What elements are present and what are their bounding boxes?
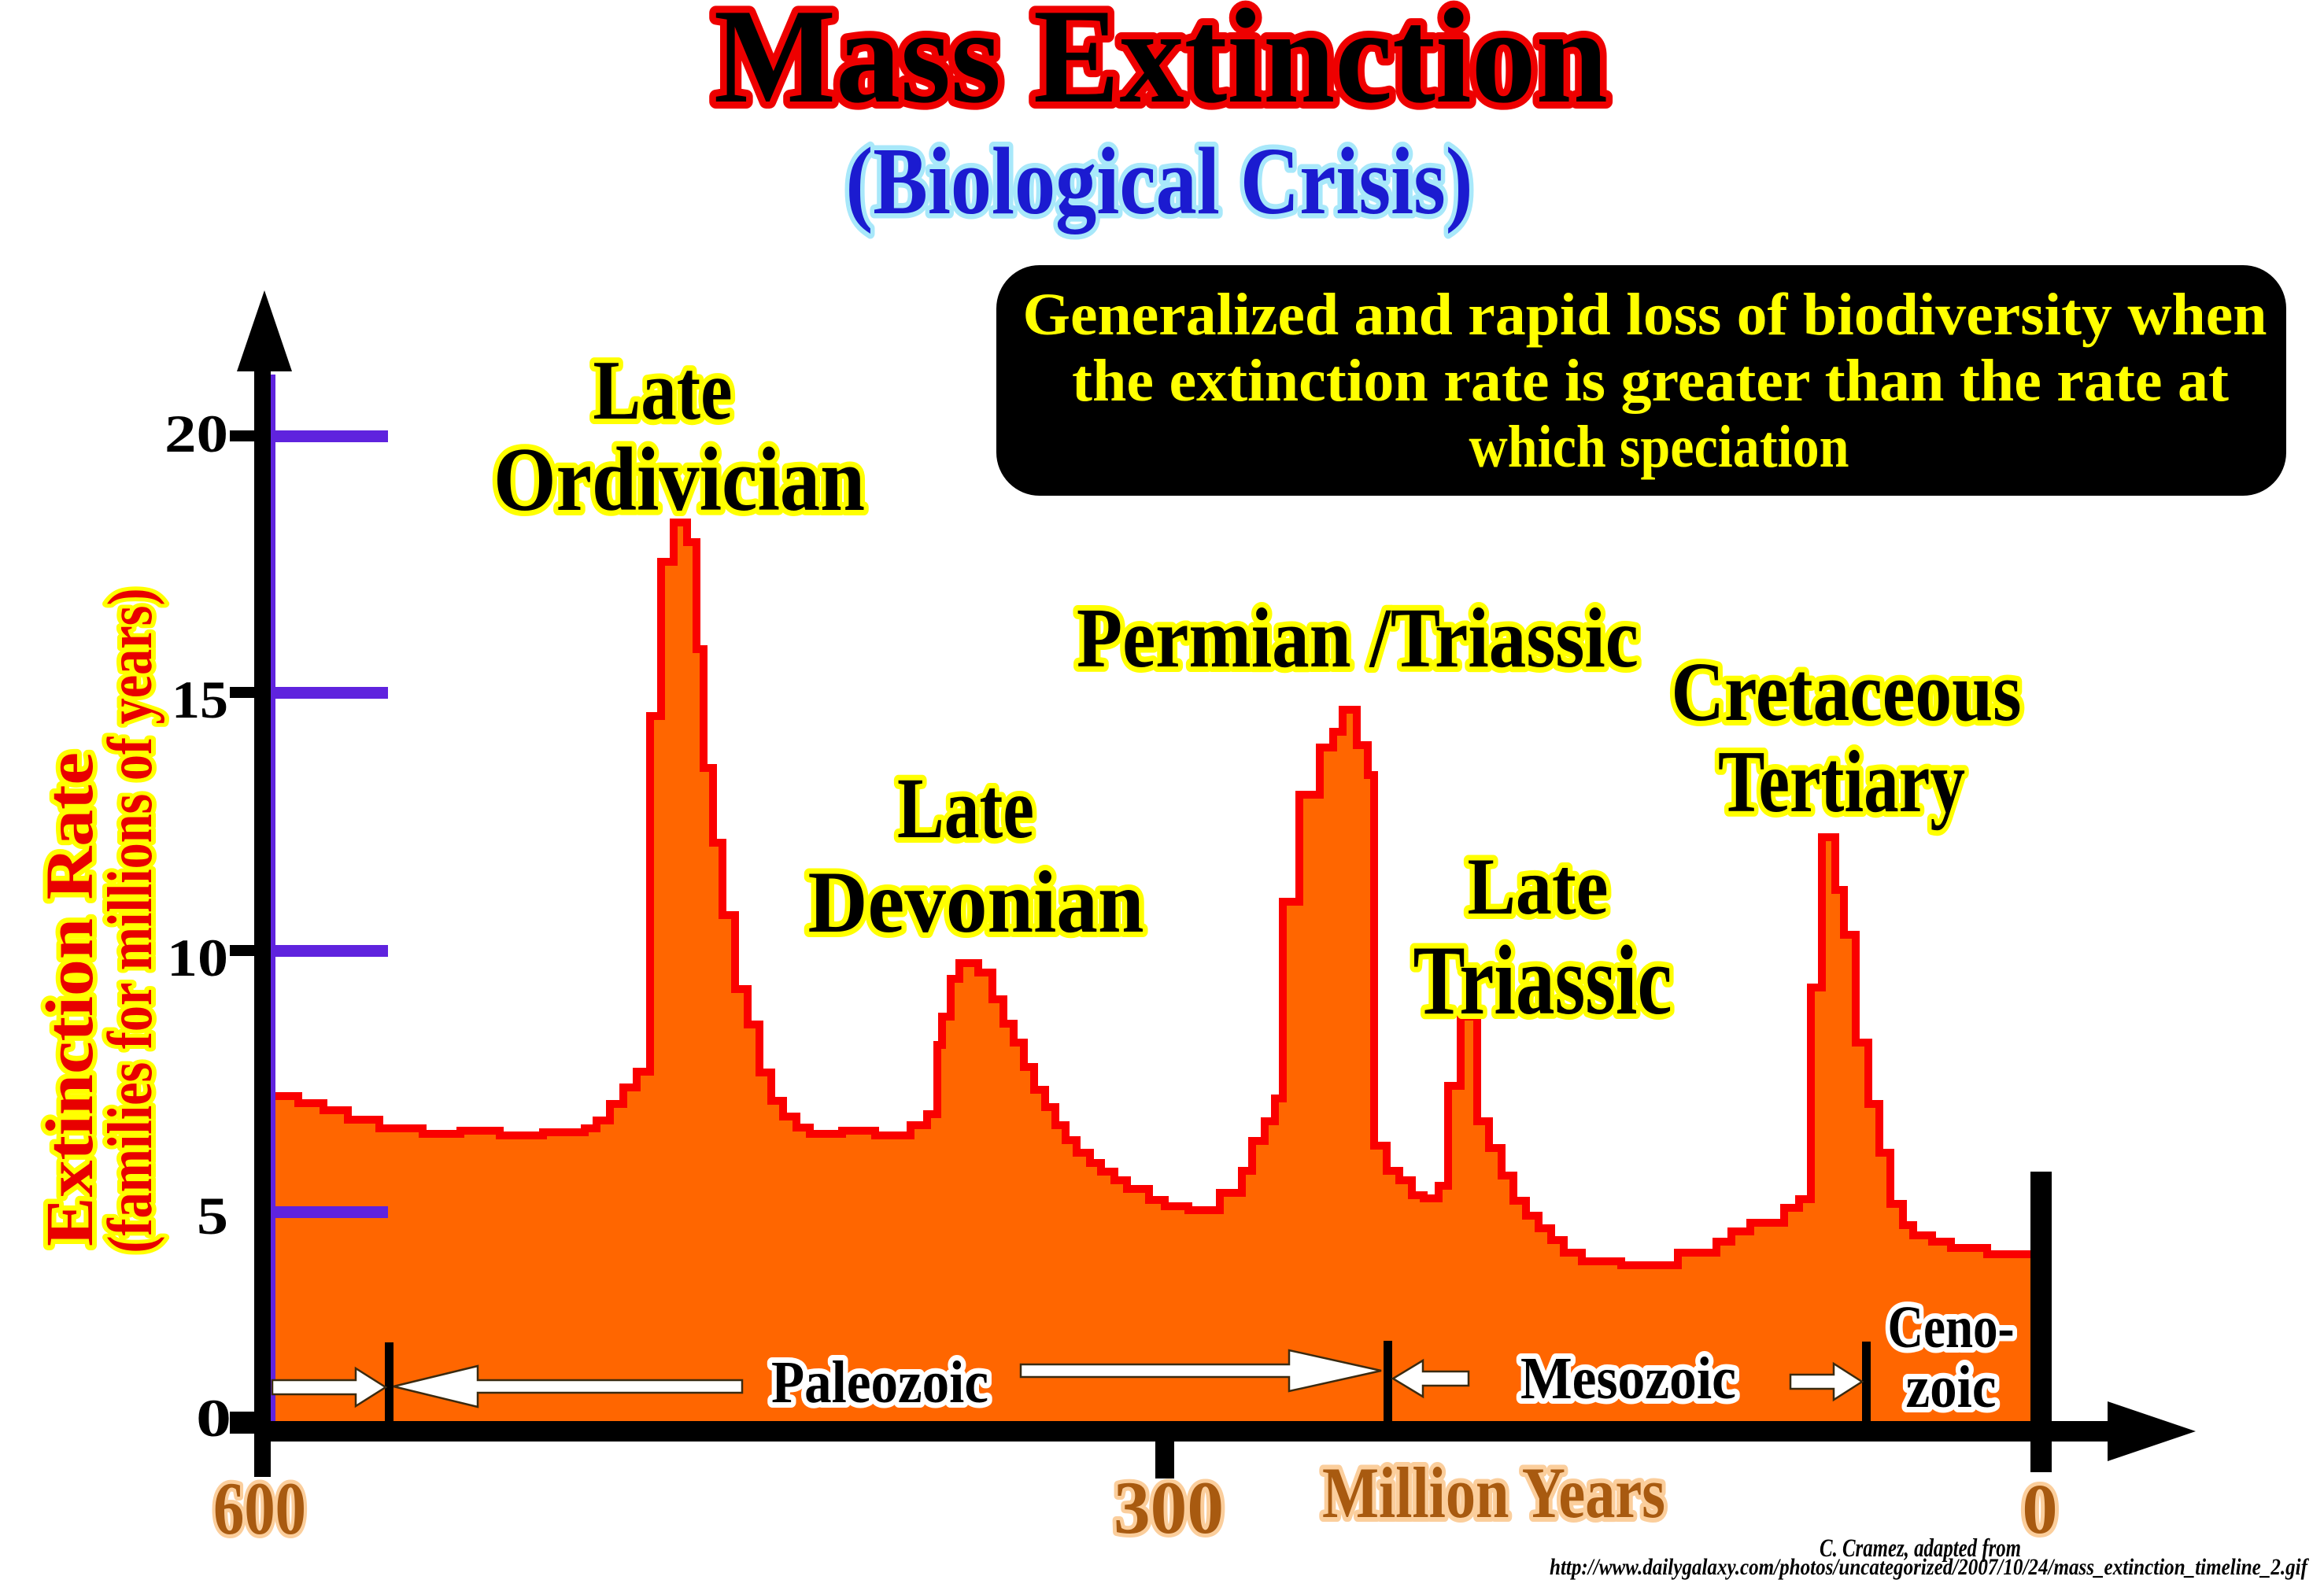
svg-text:Late: Late	[593, 344, 733, 437]
svg-text:20: 20	[164, 404, 228, 463]
svg-text:C. Cramez, adapted from: C. Cramez, adapted from	[1820, 1534, 2021, 1563]
svg-text:Late: Late	[897, 760, 1034, 856]
svg-text:Extinction Rate: Extinction Rate	[31, 752, 107, 1246]
svg-text:Mass Extinction: Mass Extinction	[714, 0, 1608, 131]
svg-text:15: 15	[172, 670, 228, 729]
svg-text:Late: Late	[1468, 842, 1609, 932]
svg-text:Triassic: Triassic	[1413, 926, 1672, 1035]
svg-text:(families for millions of year: (families for millions of years)	[96, 589, 165, 1253]
svg-text:5: 5	[197, 1186, 228, 1246]
svg-text:Ordivician: Ordivician	[493, 430, 865, 530]
svg-text:Permian /Triassic: Permian /Triassic	[1077, 592, 1639, 685]
svg-text:Mesozoic: Mesozoic	[1520, 1346, 1736, 1412]
svg-text:0: 0	[196, 1388, 231, 1448]
svg-text:Tertiary: Tertiary	[1718, 733, 1965, 831]
svg-text:Devonian: Devonian	[808, 854, 1144, 951]
svg-text:the extinction rate is greater: the extinction rate is greater than the …	[1072, 348, 2229, 414]
svg-text:0: 0	[2023, 1471, 2058, 1549]
svg-text:600: 600	[213, 1467, 306, 1550]
svg-text:zoic: zoic	[1906, 1354, 1997, 1420]
svg-text:Cretaceous: Cretaceous	[1672, 646, 2022, 739]
svg-text:10: 10	[167, 928, 228, 988]
svg-text:Paleozoic: Paleozoic	[771, 1349, 988, 1416]
svg-text:which speciation: which speciation	[1469, 414, 1849, 480]
svg-text:http://www.dailygalaxy.com/pho: http://www.dailygalaxy.com/photos/uncate…	[1550, 1554, 2310, 1580]
svg-text:300: 300	[1114, 1466, 1224, 1549]
svg-text:Ceno-: Ceno-	[1888, 1294, 2015, 1360]
svg-text:(Biological Crisis): (Biological Crisis)	[846, 128, 1473, 234]
svg-text:Generalized and rapid loss of: Generalized and rapid loss of biodiversi…	[1023, 282, 2267, 348]
svg-text:Million Years: Million Years	[1322, 1453, 1665, 1533]
